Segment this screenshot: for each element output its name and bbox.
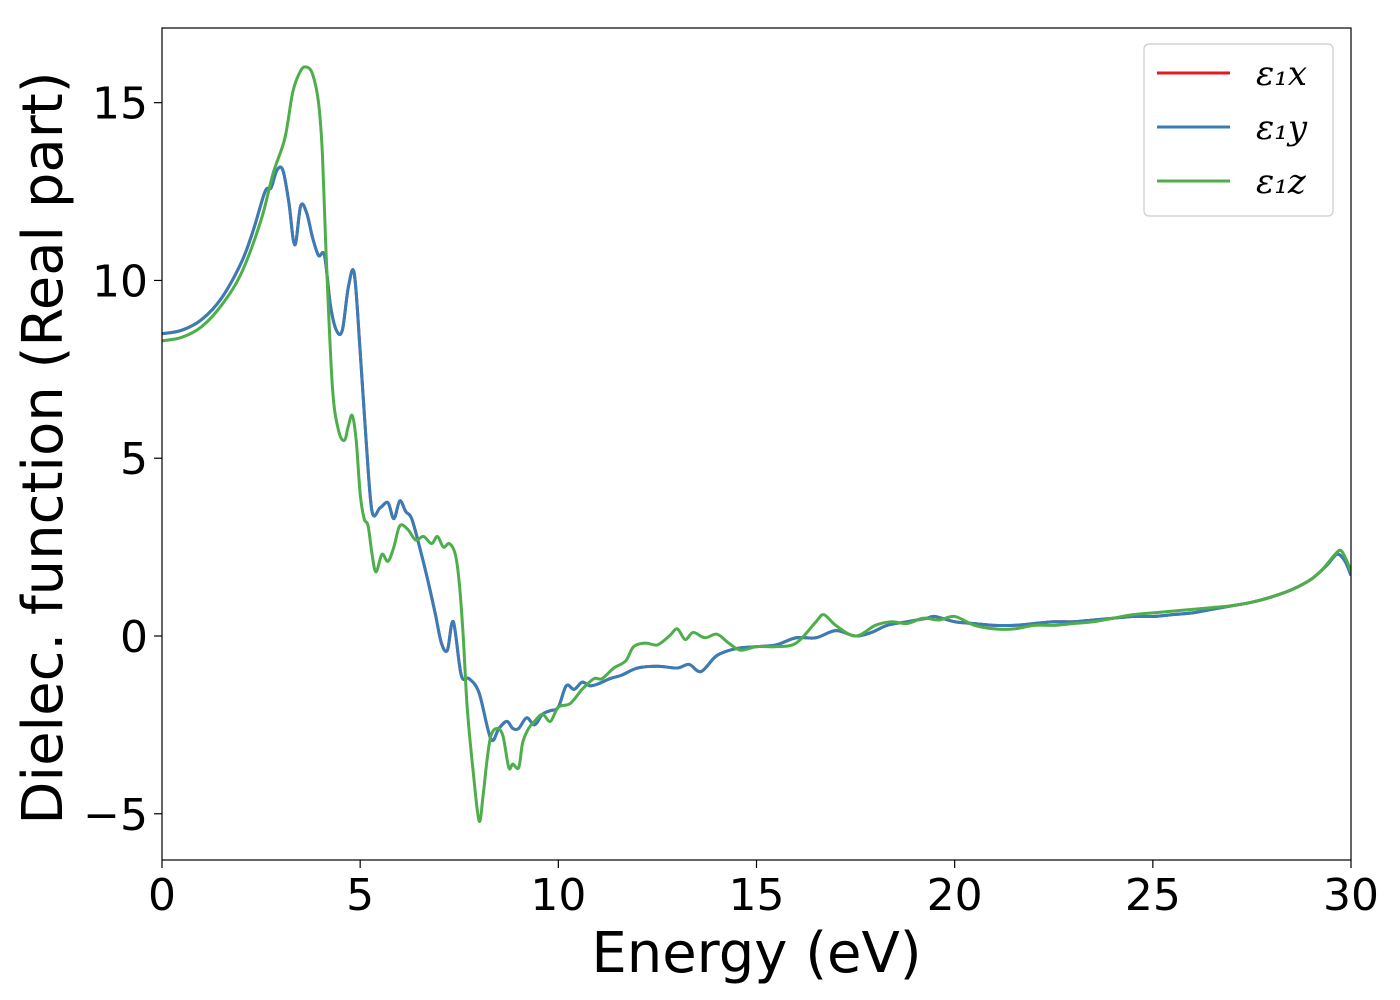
y-axis-title: Dielec. function (Real part) — [11, 71, 76, 824]
x-tick-label: 15 — [729, 870, 785, 921]
legend-label-3: ε₁z — [1256, 162, 1307, 202]
x-axis-title: Energy (eV) — [591, 921, 921, 986]
series-line-3 — [162, 65, 1351, 823]
legend-box — [1143, 43, 1334, 217]
x-tick-label: 10 — [530, 870, 586, 921]
legend-label-2: ε₁y — [1256, 108, 1308, 148]
y-tick-label: −5 — [83, 790, 148, 841]
x-tick-label: 0 — [148, 870, 176, 921]
x-tick-label: 30 — [1323, 870, 1379, 921]
x-tick-label: 20 — [927, 870, 983, 921]
y-tick-label: 15 — [92, 79, 148, 130]
y-tick-label: 10 — [92, 256, 148, 307]
legend: ε₁x ε₁y ε₁z — [1143, 43, 1334, 217]
y-tick-label: 0 — [120, 612, 148, 663]
x-tick-label: 25 — [1125, 870, 1181, 921]
series-line-2 — [162, 165, 1351, 742]
y-tick-label: 5 — [120, 434, 148, 485]
series-line-1 — [162, 165, 1351, 742]
series-layer — [162, 65, 1351, 823]
x-tick-label: 5 — [346, 870, 374, 921]
legend-label-1: ε₁x — [1256, 54, 1307, 94]
